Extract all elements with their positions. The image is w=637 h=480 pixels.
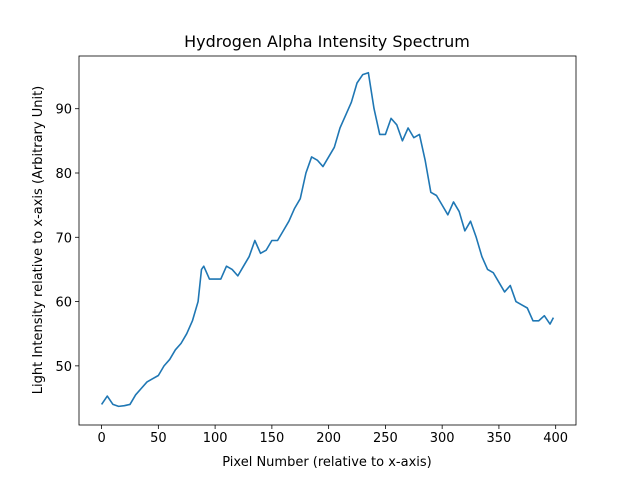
y-tick-label: 80: [55, 167, 72, 182]
y-tick-label: 90: [55, 103, 72, 118]
x-tick-label: 300: [430, 431, 455, 446]
x-tick-label: 400: [543, 431, 568, 446]
x-tick-label: 250: [373, 431, 398, 446]
line: [100, 71, 555, 408]
x-axis-label: Pixel Number (relative to x-axis): [222, 455, 431, 470]
y-tick-label: 70: [55, 231, 72, 246]
y-tick-label: 60: [55, 296, 72, 311]
x-tick-label: 100: [203, 431, 228, 446]
plot-frame: [78, 55, 577, 426]
x-tick-label: 150: [259, 431, 284, 446]
x-tick-label: 50: [150, 431, 167, 446]
x-tick-label: 200: [316, 431, 341, 446]
y-tick-label: 50: [55, 360, 72, 375]
chart-title: Hydrogen Alpha Intensity Spectrum: [184, 32, 470, 51]
x-tick-label: 350: [487, 431, 512, 446]
x-tick-label: 0: [97, 431, 105, 446]
y-axis-label: Light Intensity relative to x-axis (Arbi…: [31, 86, 46, 395]
